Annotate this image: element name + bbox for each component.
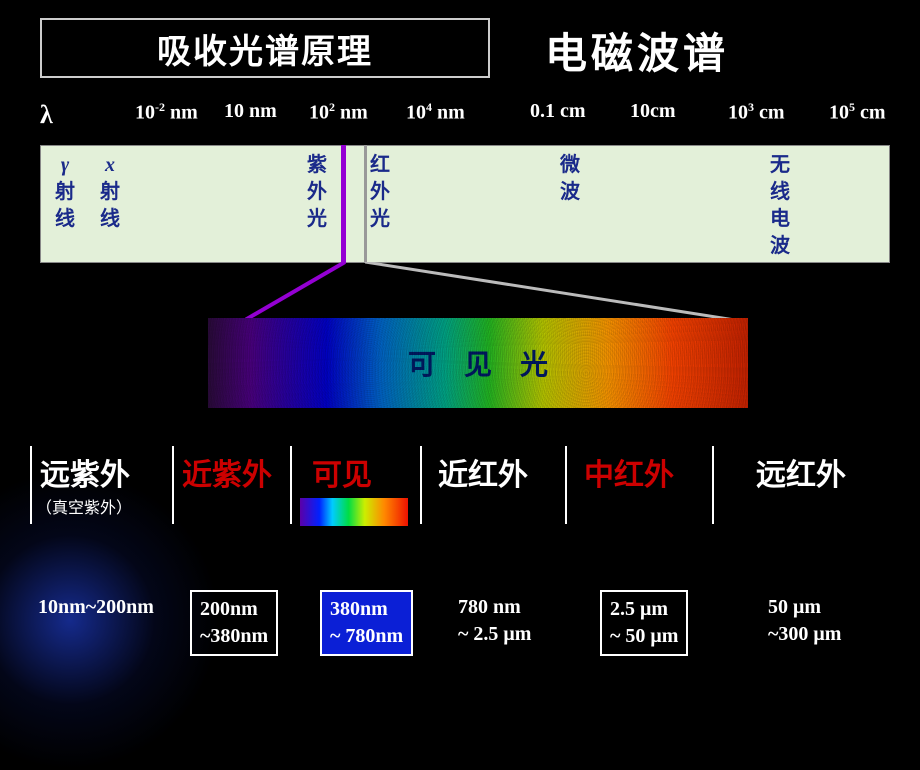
ir-divider bbox=[364, 145, 367, 263]
band-label: 紫外光 bbox=[307, 152, 327, 233]
scale-label: 10-2 nm bbox=[135, 100, 198, 125]
scale-label: 104 nm bbox=[406, 100, 465, 125]
scale-label: 10cm bbox=[630, 100, 676, 123]
band-label: 微波 bbox=[560, 152, 580, 206]
band-label: x射线 bbox=[100, 152, 120, 233]
em-band-box bbox=[40, 145, 890, 263]
title-box-text: 吸收光谱原理 bbox=[157, 24, 373, 73]
scale-label: 0.1 cm bbox=[530, 100, 586, 123]
wavelength-range: 200nm~380nm bbox=[190, 590, 278, 656]
wavelength-range: 10nm~200nm bbox=[30, 590, 162, 625]
scale-label: 103 cm bbox=[728, 100, 785, 125]
wavelength-range: 50 μm~300 μm bbox=[760, 590, 849, 652]
spectral-regions-row: 远紫外（真空紫外） 近紫外可见 近红外 中红外 远红外 bbox=[30, 450, 900, 520]
mini-visible-spectrum bbox=[300, 498, 408, 526]
band-label: 红外光 bbox=[370, 152, 390, 233]
band-label: γ射线 bbox=[55, 152, 75, 233]
region-separator bbox=[290, 446, 292, 524]
region-sublabel: （真空紫外） bbox=[36, 494, 132, 518]
region-label: 近红外 bbox=[438, 450, 528, 494]
uv-divider bbox=[341, 145, 346, 263]
scale-label: 10 nm bbox=[224, 100, 277, 123]
scale-label: 105 cm bbox=[829, 100, 886, 125]
region-separator bbox=[712, 446, 714, 524]
region-separator bbox=[420, 446, 422, 524]
connector-gray bbox=[365, 262, 735, 320]
region-separator bbox=[565, 446, 567, 524]
visible-spectrum-bar: 可见光 bbox=[208, 318, 748, 408]
title-right: 电磁波谱 bbox=[545, 20, 729, 81]
region-label: 远紫外 bbox=[40, 450, 130, 494]
region-label: 远红外 bbox=[756, 450, 846, 494]
region-separator bbox=[172, 446, 174, 524]
region-separator bbox=[30, 446, 32, 524]
title-box: 吸收光谱原理 bbox=[40, 18, 490, 78]
wavelength-range: 780 nm~ 2.5 μm bbox=[450, 590, 539, 652]
region-label: 可见 bbox=[312, 450, 372, 494]
wavelength-range: 380nm~ 780nm bbox=[320, 590, 413, 656]
region-label: 近紫外 bbox=[182, 450, 272, 494]
wavelength-range: 2.5 μm~ 50 μm bbox=[600, 590, 688, 656]
region-label: 中红外 bbox=[584, 450, 674, 494]
visible-spectrum-label: 可见光 bbox=[408, 343, 576, 383]
lambda-symbol: λ bbox=[40, 100, 53, 130]
band-label: 无线电波 bbox=[770, 152, 790, 260]
scale-label: 102 nm bbox=[309, 100, 368, 125]
